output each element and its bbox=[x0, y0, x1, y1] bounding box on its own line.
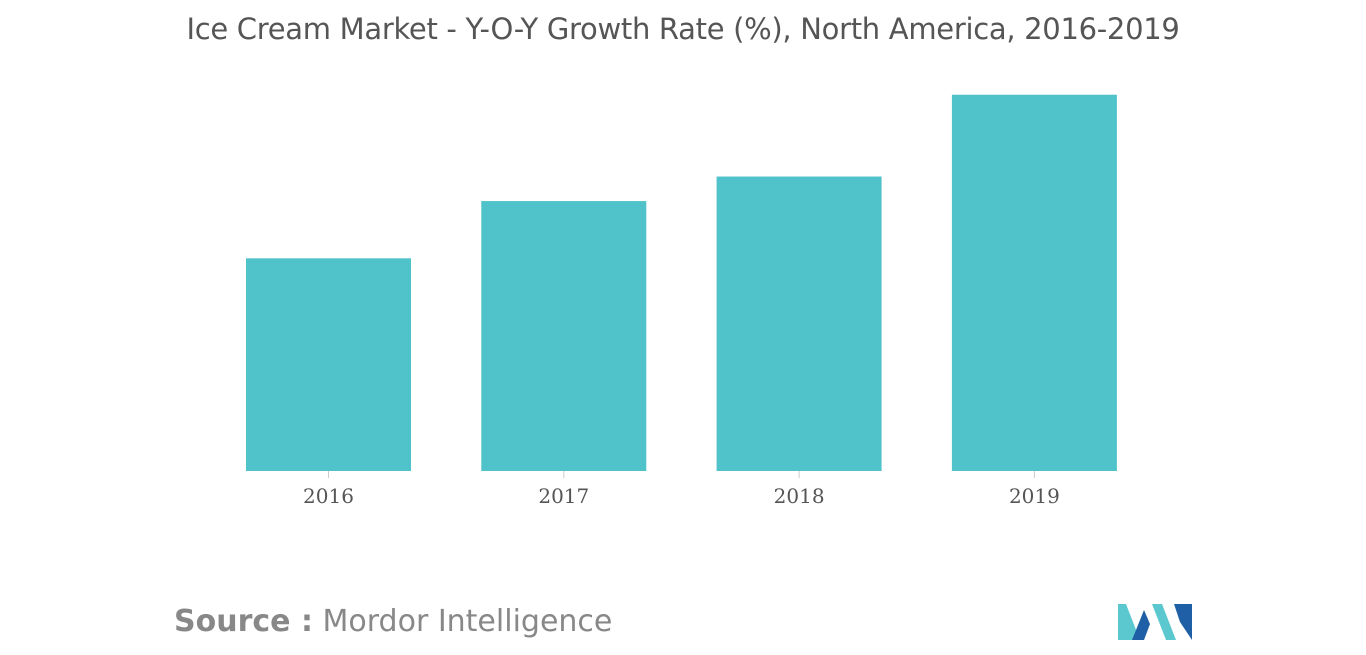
bar-2017 bbox=[481, 201, 647, 471]
logo-shape-mid-right bbox=[1152, 604, 1176, 640]
bar-2016 bbox=[246, 258, 411, 471]
bars-group bbox=[246, 94, 1117, 471]
x-tick-label-2018: 2018 bbox=[774, 484, 825, 508]
bar-2019 bbox=[951, 94, 1117, 471]
source-text: Mordor Intelligence bbox=[322, 604, 613, 639]
source-label: Source : bbox=[174, 604, 313, 639]
logo-shape-left bbox=[1118, 604, 1140, 640]
x-axis-tick-labels: 2016 2017 2018 2019 bbox=[303, 484, 1060, 508]
logo-shape-right bbox=[1174, 604, 1192, 640]
x-tick-label-2017: 2017 bbox=[538, 484, 589, 508]
x-axis-ticks bbox=[328, 471, 1035, 478]
source-note: Source : Mordor Intelligence bbox=[174, 604, 612, 639]
bar-2018 bbox=[716, 176, 882, 471]
chart-title: Ice Cream Market - Y-O-Y Growth Rate (%)… bbox=[186, 12, 1180, 46]
x-tick-label-2019: 2019 bbox=[1009, 484, 1060, 508]
logo-shape-mid-left bbox=[1132, 610, 1150, 640]
mordor-intelligence-logo-icon bbox=[1118, 604, 1192, 640]
x-tick-label-2016: 2016 bbox=[303, 484, 354, 508]
